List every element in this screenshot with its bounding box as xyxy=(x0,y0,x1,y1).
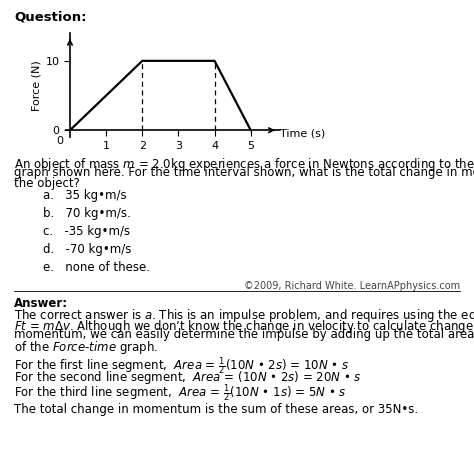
Text: For the first line segment,  $\mathit{Area}$ = $\frac{1}{2}$(10$N$ • 2$s$) = 10$: For the first line segment, $\mathit{Are… xyxy=(14,356,350,377)
Text: momentum, we can easily determine the impulse by adding up the total area under : momentum, we can easily determine the im… xyxy=(14,328,474,341)
Text: For the third line segment,  $\mathit{Area}$ = $\frac{1}{2}$(10$N$ • 1$s$) = 5$N: For the third line segment, $\mathit{Are… xyxy=(14,382,347,404)
Text: The total change in momentum is the sum of these areas, or 35N•s.: The total change in momentum is the sum … xyxy=(14,403,419,416)
Y-axis label: Force (N): Force (N) xyxy=(31,60,41,111)
Text: 0: 0 xyxy=(56,136,64,146)
Text: b.   70 kg•m/s.: b. 70 kg•m/s. xyxy=(43,207,130,220)
Text: An object of mass $m$ = 2.0kg experiences a force in Newtons according to the $\: An object of mass $m$ = 2.0kg experience… xyxy=(14,156,474,173)
Text: e.   none of these.: e. none of these. xyxy=(43,261,150,274)
Text: $Ft$ = $m\Delta v$. Although we don’t know the change in velocity to calculate c: $Ft$ = $m\Delta v$. Although we don’t kn… xyxy=(14,318,474,335)
Text: d.   -70 kg•m/s: d. -70 kg•m/s xyxy=(43,243,131,256)
Text: of the $\it{Force}$-$\it{time}$ graph.: of the $\it{Force}$-$\it{time}$ graph. xyxy=(14,339,158,356)
Text: Answer:: Answer: xyxy=(14,297,68,310)
Text: The correct answer is $a$. This is an impulse problem, and requires using the eq: The correct answer is $a$. This is an im… xyxy=(14,307,474,324)
Text: graph shown here. For the time interval shown, what is the total change in momen: graph shown here. For the time interval … xyxy=(14,166,474,179)
Text: a.   35 kg•m/s: a. 35 kg•m/s xyxy=(43,189,126,202)
Text: Time (s): Time (s) xyxy=(281,129,326,139)
Text: For the second line segment,  $\mathit{Area}$ = (10$N$ • 2$s$) = 20$N$ • $s$: For the second line segment, $\mathit{Ar… xyxy=(14,369,362,386)
Text: ©2009, Richard White. LearnAPphysics.com: ©2009, Richard White. LearnAPphysics.com xyxy=(244,281,460,291)
Text: Question:: Question: xyxy=(14,10,87,23)
Text: the object?: the object? xyxy=(14,177,80,190)
Text: c.   -35 kg•m/s: c. -35 kg•m/s xyxy=(43,225,130,238)
